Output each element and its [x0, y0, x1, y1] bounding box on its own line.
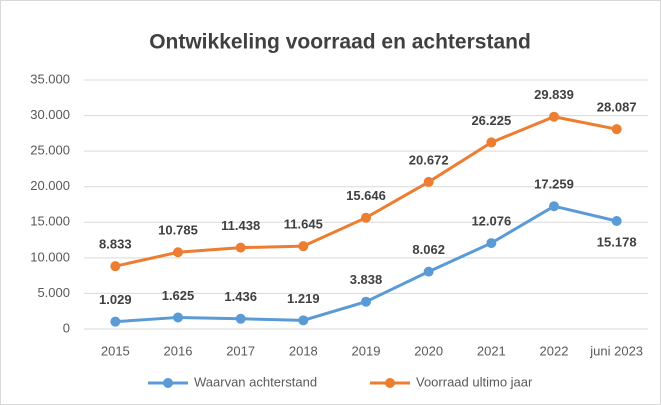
data-label: 17.259 — [534, 177, 574, 192]
data-label: 1.029 — [99, 292, 132, 307]
data-point — [361, 212, 371, 223]
data-point — [235, 313, 246, 324]
chart-title: Ontwikkeling voorraad en achterstand — [149, 31, 531, 54]
data-point — [298, 241, 309, 252]
x-tick-label: 2022 — [540, 343, 569, 358]
legend-label: Voorraad ultimo jaar — [416, 374, 533, 389]
data-label: 11.645 — [284, 217, 323, 232]
y-tick-label: 20.000 — [30, 178, 70, 193]
data-label: 28.087 — [597, 100, 637, 115]
legend-marker — [163, 378, 173, 388]
x-tick-label: 2021 — [477, 343, 506, 358]
data-label: 15.646 — [346, 188, 386, 203]
x-tick-label: 2016 — [164, 343, 193, 358]
x-tick-label: 2015 — [101, 343, 130, 358]
data-label: 12.076 — [471, 214, 511, 229]
data-label: 20.672 — [409, 152, 449, 167]
legend-label: Waarvan achterstand — [194, 374, 317, 389]
y-tick-label: 0 — [63, 320, 70, 335]
x-tick-label: 2019 — [352, 343, 381, 358]
data-label: 8.833 — [99, 237, 132, 252]
y-tick-label: 5.000 — [37, 285, 70, 300]
y-tick-label: 30.000 — [30, 107, 70, 122]
data-point — [298, 315, 309, 326]
data-point — [549, 111, 559, 122]
data-label: 26.225 — [471, 113, 511, 128]
data-point — [110, 261, 121, 272]
data-point — [549, 201, 559, 212]
data-point — [486, 137, 497, 148]
data-label: 1.219 — [287, 291, 320, 306]
data-point — [361, 296, 371, 307]
legend-marker — [385, 378, 395, 388]
data-point — [423, 266, 434, 277]
x-tick-label: 2017 — [226, 343, 255, 358]
data-label: 29.839 — [534, 87, 574, 102]
data-label: 8.062 — [412, 242, 445, 257]
x-tick-label: juni 2023 — [589, 343, 643, 358]
data-point — [173, 247, 183, 258]
data-point — [110, 316, 121, 327]
y-tick-label: 25.000 — [30, 143, 70, 158]
x-tick-label: 2018 — [289, 343, 318, 358]
data-label: 11.438 — [221, 218, 260, 233]
data-point — [486, 238, 497, 249]
data-point — [423, 176, 434, 187]
data-point — [173, 312, 183, 323]
data-label: 10.785 — [158, 223, 198, 238]
data-label: 3.838 — [350, 272, 383, 287]
y-tick-label: 15.000 — [30, 214, 70, 229]
y-tick-label: 10.000 — [30, 249, 70, 264]
y-tick-label: 35.000 — [30, 71, 70, 86]
data-point — [611, 124, 622, 135]
data-label: 1.436 — [224, 289, 257, 304]
data-point — [611, 216, 622, 227]
x-tick-label: 2020 — [414, 343, 443, 358]
data-label: 1.625 — [162, 288, 195, 303]
data-point — [235, 242, 246, 253]
data-label: 15.178 — [597, 234, 637, 249]
